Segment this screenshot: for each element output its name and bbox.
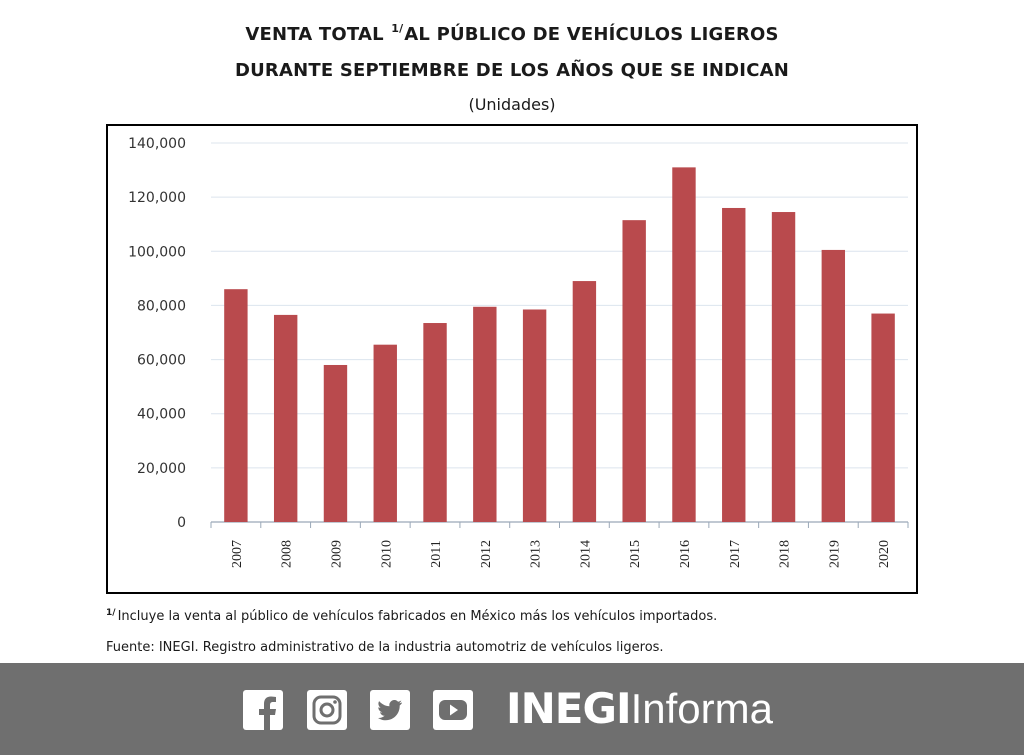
youtube-icon[interactable] [433,690,473,730]
bar-2016 [672,167,696,522]
bar-2007 [224,289,248,522]
bar-2010 [373,344,397,522]
y-tick-label: 60,000 [137,353,186,369]
twitter-icon[interactable] [370,690,410,730]
footnote: 1/Incluye la venta al público de vehícul… [106,608,718,624]
inegi-informa-logo: INEGIInforma [506,684,773,733]
chart-frame: 0 20,000 40,000 60,000 80,000 100,000 120,000 1… [106,124,918,594]
footer-bar: INEGIInforma [0,663,1024,755]
bar-2018 [771,212,796,522]
y-tick-label: 20,000 [137,461,186,477]
x-tick-label: 2008 [280,540,295,568]
x-tick-label: 2007 [230,540,245,568]
y-tick-label: 120,000 [128,190,186,206]
bar-2020 [871,313,895,522]
x-tick-label: 2012 [479,540,494,568]
instagram-icon[interactable] [307,690,347,730]
y-tick-label: 80,000 [137,298,186,314]
y-tick-label: 40,000 [137,407,186,423]
y-tick-label: 100,000 [128,244,186,260]
x-tick-label: 2011 [429,540,444,567]
x-tick-label: 2014 [578,540,593,568]
source-note: Fuente: INEGI. Registro administrativo d… [106,640,664,655]
bar-2009 [323,364,348,522]
chart-title-line2: DURANTE SEPTIEMBRE DE LOS AÑOS QUE SE IN… [234,60,790,81]
bar-2008 [273,314,298,522]
bar-2015 [622,220,646,522]
bar-2013 [522,309,547,522]
facebook-icon[interactable] [243,690,283,730]
bar-chart: 0 20,000 40,000 60,000 80,000 100,000 120,000 1… [128,136,909,568]
bar-2014 [572,281,597,522]
x-tick-label: 2017 [728,540,743,568]
x-tick-label: 2010 [379,540,394,568]
y-tick-label: 140,000 [128,136,186,152]
bar-2011 [423,323,447,522]
x-tick-label: 2016 [678,540,693,568]
x-tick-label: 2015 [628,540,643,568]
chart-title-line1: VENTA TOTAL 1/AL PÚBLICO DE VEHÍCULOS LI… [245,22,779,45]
chart-subtitle: (Unidades) [468,95,556,114]
x-tick-label: 2009 [329,540,344,568]
bar-2019 [821,249,846,523]
x-tick-label: 2019 [827,540,842,568]
x-tick-label: 2013 [529,540,544,568]
bar-2012 [473,306,497,522]
x-tick-label: 2020 [877,540,892,568]
bar-2017 [722,207,746,522]
x-tick-label: 2018 [778,540,793,568]
y-tick-label: 0 [177,515,186,531]
